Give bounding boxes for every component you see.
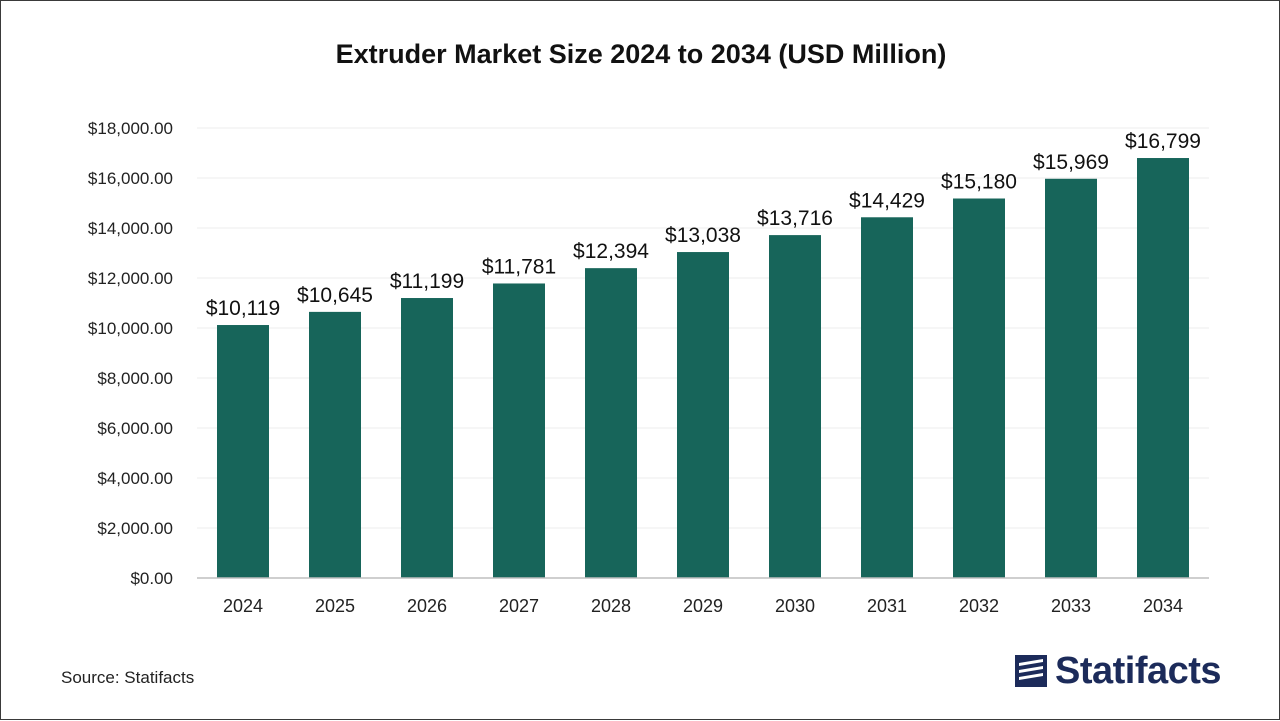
data-label: $10,645 [297,284,373,307]
bar [217,325,269,578]
data-label: $14,429 [849,189,925,212]
x-tick-label: 2028 [591,596,631,616]
y-tick-label: $18,000.00 [88,119,173,138]
bar [493,283,545,578]
bar [861,217,913,578]
x-tick-label: 2027 [499,596,539,616]
y-tick-label: $10,000.00 [88,319,173,338]
x-tick-label: 2025 [315,596,355,616]
y-tick-label: $0.00 [130,569,173,588]
statifacts-logo-icon [1015,655,1047,687]
y-tick-label: $4,000.00 [97,469,173,488]
y-tick-label: $2,000.00 [97,519,173,538]
y-tick-label: $14,000.00 [88,219,173,238]
bar [677,252,729,579]
x-tick-label: 2029 [683,596,723,616]
data-label: $13,716 [757,207,833,230]
y-tick-label: $12,000.00 [88,269,173,288]
source-note: Source: Statifacts [61,668,195,687]
bar [1045,178,1097,578]
x-tick-label: 2034 [1143,596,1183,616]
y-tick-label: $8,000.00 [97,369,173,388]
y-tick-label: $16,000.00 [88,169,173,188]
bar [309,311,361,578]
x-tick-label: 2032 [959,596,999,616]
chart-title: Extruder Market Size 2024 to 2034 (USD M… [335,39,947,69]
brand-logo: Statifacts [1013,649,1222,693]
brand-name: Statifacts [1055,649,1222,692]
x-tick-label: 2031 [867,596,907,616]
bar [769,235,821,578]
y-tick-label: $6,000.00 [97,419,173,438]
data-label: $10,119 [206,297,280,320]
x-tick-label: 2033 [1051,596,1091,616]
bar [401,298,453,578]
data-label: $12,394 [573,240,649,263]
data-label: $15,969 [1033,151,1109,174]
bar [1137,158,1189,578]
data-label: $11,781 [482,255,556,278]
data-label: $11,199 [390,270,464,293]
x-tick-label: 2030 [775,596,815,616]
data-label: $15,180 [941,171,1017,194]
bar [953,198,1005,578]
x-tick-label: 2024 [223,596,263,616]
data-label: $13,038 [665,224,741,247]
data-label: $16,799 [1125,130,1201,153]
x-tick-label: 2026 [407,596,447,616]
bar [585,268,637,578]
